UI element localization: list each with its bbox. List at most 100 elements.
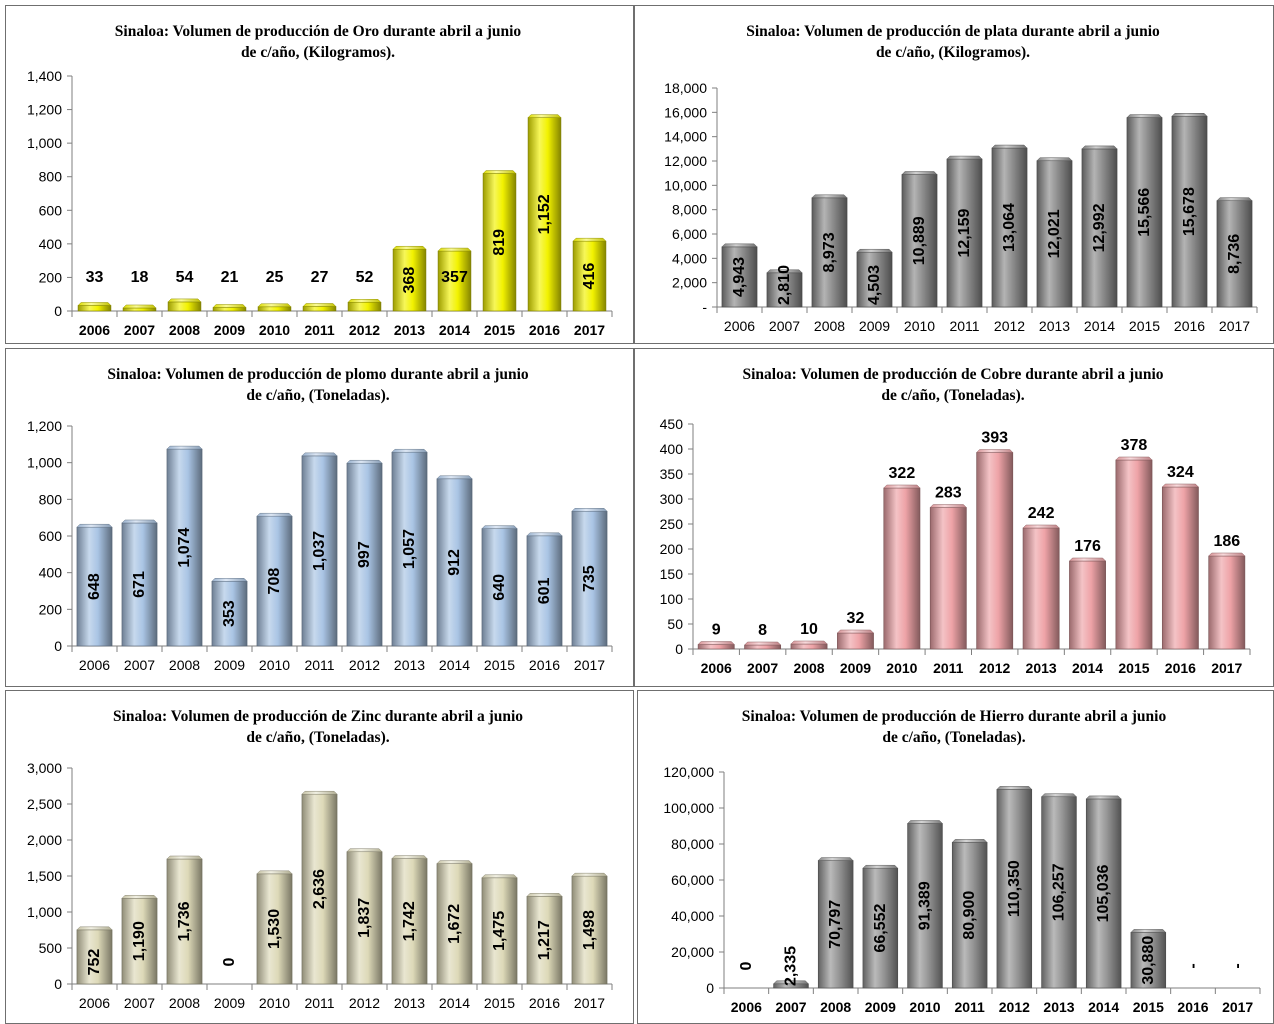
- cobre-chart: Sinaloa: Volumen de producción de Cobre …: [660, 366, 1251, 676]
- zinc-bar-group: [166, 855, 203, 985]
- oro-y-tick-label: 1,000: [27, 135, 62, 151]
- plata-y-tick-label: 2,000: [672, 275, 707, 291]
- plomo-x-tick-label: 2011: [304, 657, 334, 673]
- zinc-bar: [256, 873, 293, 985]
- hierro-bar-group: [1085, 795, 1122, 989]
- cobre-data-label: 176: [1074, 538, 1101, 555]
- zinc-bar-group: [346, 848, 383, 985]
- plata-bar: [991, 147, 1028, 308]
- cobre-x-tick-label: 2013: [1026, 660, 1057, 676]
- cobre-bar-group: [743, 641, 782, 650]
- hierro-bar: [1085, 798, 1122, 989]
- plomo-bar: [211, 580, 248, 647]
- plata-y-tick-label: 4,000: [672, 250, 707, 266]
- plomo-bar-top: [436, 475, 473, 480]
- oro-y-tick-label: 200: [39, 269, 63, 285]
- plomo-bar-group: [166, 445, 203, 647]
- cobre-bar-group: [1022, 524, 1060, 650]
- plata-x-tick-label: 2007: [769, 318, 800, 334]
- oro-bar: [482, 173, 517, 312]
- oro-bar-group: [392, 245, 427, 312]
- plomo-bar-top: [571, 508, 608, 512]
- plata-bar-group: [1126, 114, 1163, 308]
- zinc-bar-top: [166, 855, 203, 860]
- plata-x-tick-label: 2017: [1219, 318, 1250, 334]
- hierro-x-tick-label: 2014: [1088, 999, 1119, 1015]
- chart-panel-oro: Sinaloa: Volumen de producción de Oro du…: [5, 5, 634, 344]
- plata-title-line-2: de c/año, (Kilogramos).: [876, 44, 1030, 61]
- cobre-bar-group: [976, 449, 1014, 650]
- oro-bar-top: [482, 170, 517, 174]
- cobre-bar-group: [1208, 552, 1246, 650]
- hierro-bar: [996, 789, 1033, 989]
- oro-bar: [257, 306, 292, 312]
- cobre-y-tick-label: 300: [660, 491, 684, 507]
- plomo-bar-group: [526, 532, 563, 647]
- hierro-bar-top: [817, 857, 854, 861]
- zinc-data-label: 752: [86, 949, 103, 976]
- plomo-bar: [526, 535, 563, 647]
- cobre-bar-top: [976, 449, 1014, 453]
- plomo-y-tick-label: 800: [39, 491, 63, 507]
- plata-data-label: 8,736: [1226, 234, 1243, 274]
- cobre-bar: [929, 507, 967, 650]
- hierro-bar-group: [817, 857, 854, 989]
- plata-bar-group: [1216, 197, 1253, 308]
- hierro-bar-group: [772, 980, 810, 989]
- hierro-chart: Sinaloa: Volumen de producción de Hierro…: [663, 708, 1261, 1015]
- plomo-data-label: 353: [221, 600, 238, 627]
- hierro-bar: [1041, 796, 1077, 989]
- plomo-bar-top: [256, 512, 293, 517]
- plata-data-label: 4,503: [866, 265, 883, 305]
- plata-bar-top: [901, 171, 938, 175]
- oro-x-tick-label: 2013: [394, 322, 425, 338]
- oro-title-line-2: de c/año, (Kilogramos).: [241, 44, 395, 61]
- plomo-y-tick-label: 600: [39, 528, 63, 544]
- cobre-y-tick-label: 250: [660, 516, 684, 532]
- cobre-y-tick-label: 50: [667, 616, 683, 632]
- cobre-y-tick-label: 0: [675, 641, 683, 657]
- hierro-x-tick-label: 2015: [1133, 999, 1164, 1015]
- plata-bar-group: [811, 194, 848, 308]
- hierro-bar-top: [906, 820, 944, 824]
- zinc-bar-top: [76, 926, 113, 931]
- plomo-y-tick-label: 1,000: [27, 455, 62, 471]
- hierro-bar-top: [996, 786, 1033, 790]
- oro-bar: [437, 250, 472, 312]
- zinc-y-tick-label: 2,500: [27, 796, 62, 812]
- oro-y-tick-label: 0: [54, 303, 62, 319]
- oro-data-label: 33: [86, 269, 104, 286]
- zinc-data-label: 1,530: [266, 909, 283, 949]
- hierro-y-tick-label: 0: [706, 980, 714, 996]
- hierro-data-label: 110,350: [1006, 860, 1023, 917]
- cobre-bar-group: [697, 641, 735, 650]
- oro-bar: [347, 301, 382, 312]
- cobre-bar-group: [1115, 456, 1153, 650]
- plata-x-tick-label: 2011: [949, 318, 979, 334]
- oro-y-tick-label: 800: [39, 169, 63, 185]
- plata-data-label: 4,943: [731, 257, 748, 297]
- zinc-x-tick-label: 2008: [169, 995, 200, 1011]
- zinc-bar-group: [391, 855, 428, 985]
- plomo-x-tick-label: 2017: [574, 657, 605, 673]
- cobre-bar: [790, 643, 828, 650]
- cobre-bar-top: [929, 504, 967, 508]
- oro-x-tick-label: 2017: [574, 322, 605, 338]
- cobre-data-label: 32: [847, 610, 865, 627]
- plata-bar: [1081, 148, 1118, 308]
- cobre-y-tick-label: 350: [660, 466, 684, 482]
- zinc-y-tick-label: 0: [54, 976, 62, 992]
- hierro-y-tick-label: 40,000: [671, 908, 714, 924]
- oro-x-tick-label: 2015: [484, 322, 515, 338]
- hierro-y-tick-label: 80,000: [671, 836, 714, 852]
- zinc-y-tick-label: 1,500: [27, 868, 62, 884]
- plata-y-tick-label: 14,000: [664, 129, 707, 145]
- plomo-bar: [481, 528, 518, 647]
- plomo-bar-top: [391, 448, 428, 453]
- cobre-bar-top: [1161, 483, 1200, 488]
- oro-bar: [302, 306, 337, 312]
- plomo-bar-top: [301, 452, 338, 457]
- plomo-bar-top: [166, 445, 203, 450]
- plata-bar: [811, 197, 848, 308]
- zinc-y-tick-label: 1,000: [27, 904, 62, 920]
